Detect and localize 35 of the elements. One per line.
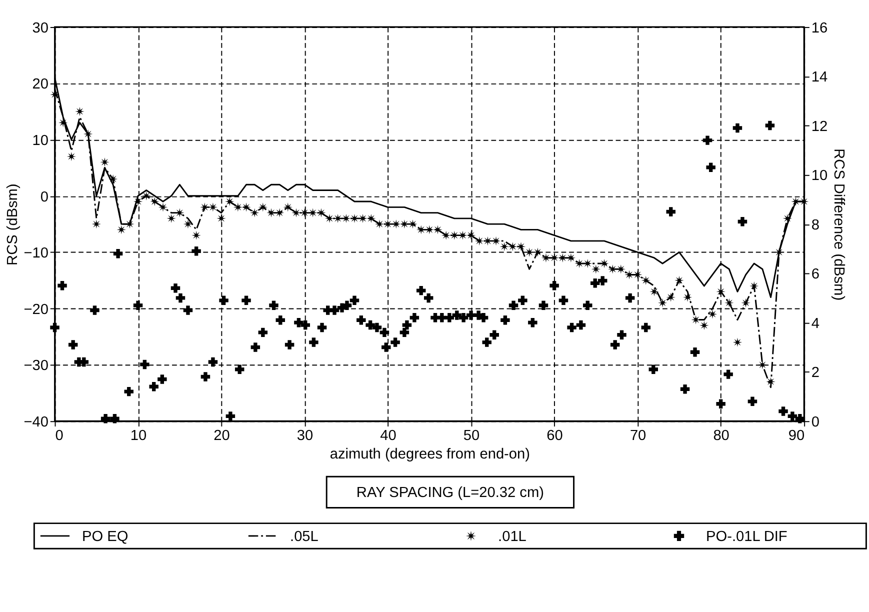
legend-label: .01L xyxy=(498,528,526,545)
y-tick-label: −40 xyxy=(24,414,48,430)
y-tick-label: 20 xyxy=(32,76,48,93)
y-tick-label: 30 xyxy=(32,20,48,36)
x-axis-title: azimuth (degrees from end-on) xyxy=(330,446,530,463)
y2-tick-label: 12 xyxy=(811,118,828,135)
y-tick-label: −10 xyxy=(24,246,48,262)
x-tick-label: 50 xyxy=(463,428,480,444)
y-tick-label: −30 xyxy=(24,358,48,374)
y2-tick-label: 4 xyxy=(811,316,820,332)
x-tick-label: 80 xyxy=(713,428,730,444)
y-tick-label: −20 xyxy=(24,302,48,318)
x-tick-label: 60 xyxy=(546,428,563,444)
y2-tick-label: 16 xyxy=(811,20,828,36)
legend-label: PO EQ xyxy=(82,528,128,545)
x-tick-label: 10 xyxy=(130,428,147,444)
x-tick-label: 20 xyxy=(214,428,230,444)
y2-tick-label: 0 xyxy=(811,414,820,430)
y2-tick-label: 10 xyxy=(811,168,828,184)
legend-label: .05L xyxy=(290,528,318,545)
legend-label: PO-.01L DIF xyxy=(706,528,788,545)
x-tick-label: 90 xyxy=(788,428,805,444)
y2-tick-label: 6 xyxy=(811,266,820,283)
y2-tick-label: 14 xyxy=(811,70,828,86)
y-tick-label: 10 xyxy=(32,132,48,149)
x-tick-label: 70 xyxy=(630,428,646,444)
y-tick-label: 0 xyxy=(40,189,48,206)
x-tick-label: 30 xyxy=(296,428,314,444)
x-tick-label: 40 xyxy=(380,428,396,444)
text: RAY SPACING (L=20.32 cm) xyxy=(356,485,544,502)
y2-tick-label: 2 xyxy=(811,365,820,382)
y2-tick-label: 8 xyxy=(811,217,820,234)
x-tick-label: 0 xyxy=(55,428,64,444)
y2-axis-title: RCS Difference (dBsm) xyxy=(830,148,846,301)
y-axis-title: RCS (dBsm) xyxy=(4,184,21,266)
